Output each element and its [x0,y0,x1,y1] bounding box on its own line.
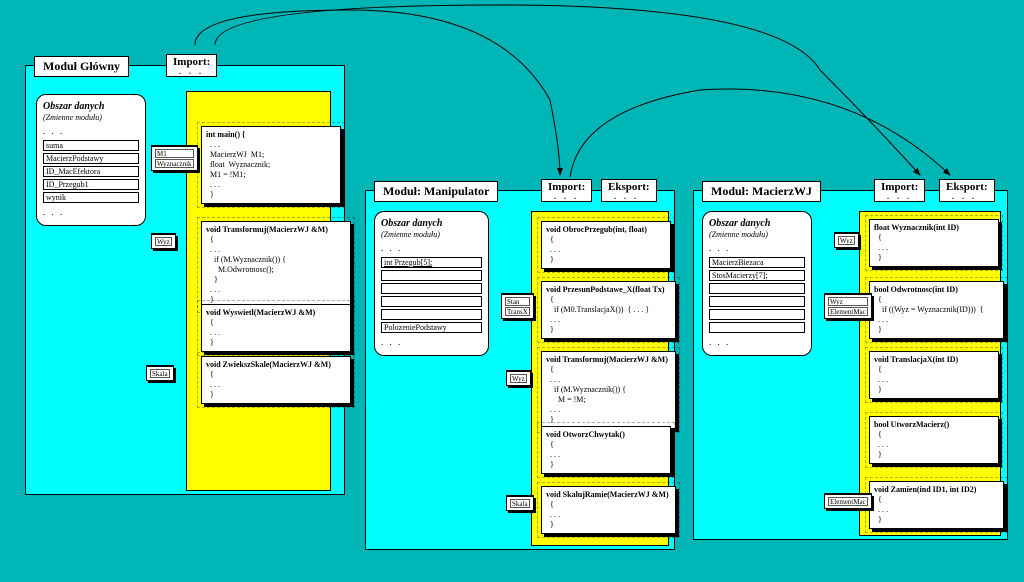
func-wyznacznik: float Wyznacznik(int ID) { . . . } [869,219,999,267]
func-otworz: void OtworzChwytak() { . . . } [541,426,671,474]
module-main: Moduł Główny Import: Obszar danych (Zmie… [25,65,345,495]
func-obroc: void ObrocPrzegub(int, float) { . . . } [541,221,671,269]
module-main-import-tab: Import: [166,54,217,77]
export-label: Eksport: [946,181,988,193]
module-main-title: Moduł Główny [34,56,129,77]
locals-transformuj-manip: Wyz [506,371,531,386]
var-wynik: wynik [43,192,139,203]
manip-data-area: Obszar danych (Zmienne modułu) . . . int… [374,211,489,356]
func-skaluj: void SkalujRamie(MacierzWJ &M) { . . . } [541,486,676,534]
module-manipulator: Moduł: Manipulator Import: Eksport: Obsz… [365,190,675,550]
locals-odwrotnosc: Wyz ElementMac [824,294,872,319]
locals-transformuj: Wyz [151,234,176,249]
func-odwrotnosc: bool Odwrotnosc(int ID) { if ((Wyz = Wyz… [869,281,1004,339]
import-label: Import: [548,181,585,193]
module-manip-import-tab: Import: [541,179,592,202]
locals-zwieksz: Skala [146,366,174,381]
func-int-main: int main() { . . . MacierzWJ M1; float W… [201,126,341,204]
data-sub: (Zmienne modułu) [43,113,139,122]
func-utworz: bool UtworzMacierz() { . . . } [869,416,999,464]
module-manip-export-tab: Eksport: [601,179,657,202]
dots: . . . [43,124,139,138]
module-macierz: Moduł: MacierzWJ Import: Eksport: Obszar… [693,190,1008,540]
data-sub: (Zmienne modułu) [381,230,482,239]
func-transformuj-manip: void Transformuj(MacierzWJ &M) { . . . i… [541,351,676,429]
var-suma: suma [43,140,139,151]
func-zwieksz: void ZwiekszSkale(MacierzWJ &M) { . . . … [201,356,351,404]
var-idmacefektora: ID_MacEfektora [43,166,139,177]
module-macierz-import-tab: Import: [874,179,925,202]
locals-wyznacznik: Wyz [834,233,859,248]
import-label: Import: [881,181,918,193]
func-wyswietl: void Wyswietl(MacierzWJ &M) { . . . } [201,304,351,352]
func-przesun: void PrzesunPodstawe_X(float Tx) { if (M… [541,281,676,339]
var-idprzegub1: ID_Przegub1 [43,179,139,190]
export-label: Eksport: [608,181,650,193]
func-transformuj: void Transformuj(MacierzWJ &M) { . . . i… [201,221,351,309]
data-sub: (Zmienne modułu) [709,230,805,239]
data-header: Obszar danych [43,101,139,112]
locals-skaluj: Skala [506,496,534,511]
data-header: Obszar danych [381,218,482,229]
dots: . . . [43,205,139,219]
locals-main: M1 Wyznacznik [151,146,198,171]
main-data-area: Obszar danych (Zmienne modułu) . . . sum… [36,94,146,226]
func-zamien: void Zamien(ind ID1, int ID2) { . . . } [869,481,1004,529]
var-macierzpodstawy: MacierzPodstawy [43,153,139,164]
module-manip-title: Moduł: Manipulator [374,181,498,202]
locals-przesun: Stan TransX [501,294,534,319]
module-macierz-title: Moduł: MacierzWJ [702,181,821,202]
module-macierz-export-tab: Eksport: [939,179,995,202]
locals-zamien: ElementMac [824,494,872,509]
data-header: Obszar danych [709,218,805,229]
macierz-data-area: Obszar danych (Zmienne modułu) . . . Mac… [702,211,812,356]
import-label: Import: [173,56,210,68]
func-translacja: void TranslacjaX(int ID) { . . . } [869,351,999,399]
